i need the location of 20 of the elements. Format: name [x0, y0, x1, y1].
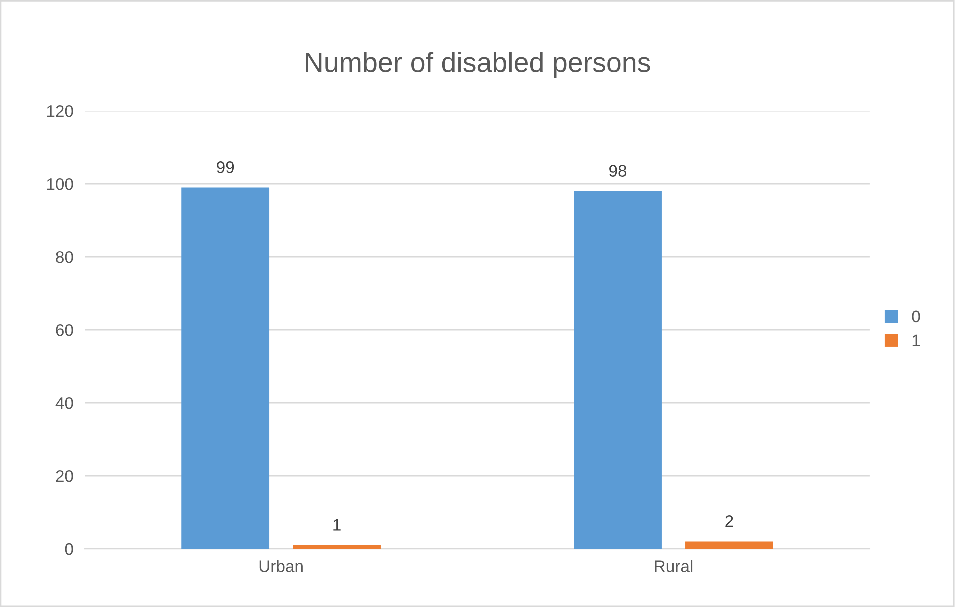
- bar: [686, 542, 774, 550]
- data-label: 99: [217, 162, 234, 174]
- data-label: 1: [334, 519, 341, 531]
- y-tick-label: 60: [56, 324, 74, 336]
- data-label: 2: [726, 516, 734, 528]
- legend-label: 1: [912, 334, 920, 346]
- y-tick-label: 100: [47, 178, 74, 190]
- y-tick-label: 0: [65, 543, 74, 556]
- x-tick-label: Urban: [260, 560, 303, 572]
- chart-title: Number of disabled persons: [306, 52, 650, 78]
- y-tick-label: 120: [47, 105, 74, 118]
- y-tick-label: 40: [56, 397, 74, 410]
- legend-label: 0: [912, 310, 920, 323]
- data-label: 98: [610, 165, 627, 177]
- x-tick-label: Rural: [655, 560, 693, 572]
- bar: [293, 545, 381, 550]
- bar: [574, 191, 662, 550]
- bar: [182, 188, 270, 550]
- y-tick-label: 80: [56, 251, 74, 264]
- y-tick-label: 20: [56, 470, 74, 482]
